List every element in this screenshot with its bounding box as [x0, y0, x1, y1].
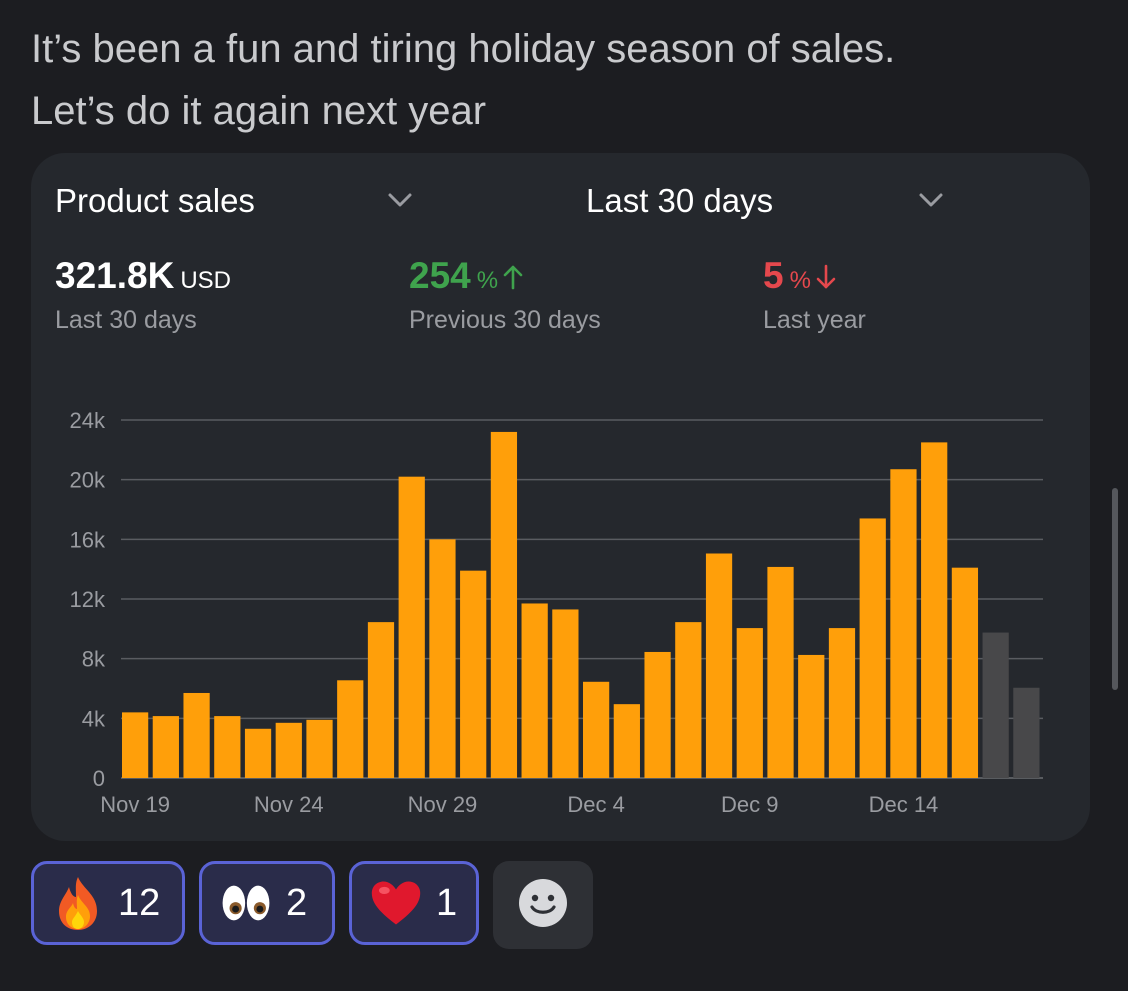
bar[interactable] [798, 654, 825, 778]
bar[interactable] [552, 609, 579, 778]
bar[interactable] [859, 518, 886, 778]
bar[interactable] [890, 469, 917, 778]
bar[interactable] [367, 622, 395, 778]
x-tick-label: Dec 14 [869, 792, 939, 817]
bar[interactable] [275, 722, 302, 778]
stat-value: 254 [409, 255, 471, 296]
message-line-1: It’s been a fun and tiring holiday seaso… [31, 27, 896, 71]
bar[interactable] [122, 712, 149, 778]
y-tick-label: 4k [82, 706, 106, 731]
stat-value: 5 [763, 255, 784, 296]
smiley-icon [517, 877, 569, 934]
sales-card: Product sales Last 30 days 321.8K USD Las… [31, 153, 1090, 841]
metric-dropdown-label: Product sales [55, 182, 255, 219]
bar[interactable] [828, 628, 856, 778]
stat-label: Previous 30 days [409, 306, 601, 334]
scrollbar[interactable] [1112, 488, 1118, 690]
x-tick-label: Nov 19 [100, 792, 170, 817]
reaction-count: 2 [286, 881, 308, 924]
stat-previous-period: 254% Previous 30 days [409, 253, 601, 335]
bar[interactable] [644, 651, 671, 778]
y-tick-label: 12k [70, 587, 106, 612]
reaction-heart[interactable]: 1 [349, 861, 479, 945]
bar[interactable] [306, 719, 333, 778]
stat-value: 321.8K [55, 255, 175, 296]
arrow-down-icon [815, 255, 837, 301]
bar[interactable] [613, 704, 640, 778]
y-tick-label: 0 [93, 766, 105, 791]
reaction-count: 12 [118, 881, 161, 924]
bar[interactable] [214, 716, 241, 778]
metric-dropdown[interactable]: Product sales [55, 181, 415, 221]
stat-last-year: 5% Last year [763, 253, 866, 335]
range-dropdown-label: Last 30 days [586, 182, 774, 219]
bar[interactable] [490, 431, 518, 778]
message-line-2: Let’s do it again next year [31, 89, 487, 133]
stat-unit: % [789, 267, 811, 294]
x-tick-label: Dec 4 [567, 792, 624, 817]
bar[interactable] [183, 692, 210, 778]
stat-unit: USD [180, 267, 231, 294]
heart-emoji-icon [370, 875, 422, 931]
bar[interactable] [583, 681, 610, 778]
eyes-emoji-icon [220, 875, 272, 931]
bar[interactable] [337, 680, 364, 778]
bar[interactable] [521, 603, 548, 778]
chevron-down-icon[interactable] [386, 189, 414, 211]
stat-unit: % [476, 267, 499, 294]
bar[interactable] [460, 570, 487, 778]
x-tick-label: Nov 29 [408, 792, 478, 817]
sales-bar-chart: 0 4k 8k 12k 16k 20k 24k Nov 19 Nov 24 Nov 29 Dec 4… [31, 383, 1090, 823]
bar[interactable] [152, 716, 179, 778]
bar[interactable] [398, 476, 425, 778]
fire-emoji-icon [52, 875, 104, 931]
message-text: It’s been a fun and tiring holiday seaso… [31, 18, 1091, 142]
add-reaction-button[interactable] [493, 861, 593, 949]
reaction-count: 1 [436, 881, 458, 924]
bar[interactable] [921, 442, 948, 778]
bar[interactable] [736, 628, 763, 778]
bar[interactable] [767, 566, 794, 778]
bar[interactable] [951, 567, 979, 778]
bar[interactable] [675, 622, 702, 778]
bar[interactable] [244, 728, 272, 778]
bar[interactable] [705, 553, 733, 778]
reaction-eyes[interactable]: 2 [199, 861, 335, 945]
y-tick-label: 16k [70, 527, 106, 552]
bar[interactable] [1013, 687, 1040, 778]
y-tick-label: 24k [70, 408, 106, 433]
range-dropdown[interactable]: Last 30 days [586, 181, 946, 221]
chart-svg: 0 4k 8k 12k 16k 20k 24k Nov 19 Nov 24 Nov 29 Dec 4… [70, 408, 1043, 817]
y-tick-label: 8k [82, 647, 106, 672]
arrow-up-icon [502, 255, 524, 301]
x-tick-label: Dec 9 [721, 792, 778, 817]
reactions-bar: 12 2 1 [31, 861, 593, 949]
stat-label: Last year [763, 306, 866, 334]
reaction-fire[interactable]: 12 [31, 861, 185, 945]
bar[interactable] [429, 539, 456, 778]
y-tick-label: 20k [70, 468, 106, 493]
stat-label: Last 30 days [55, 306, 197, 334]
bar[interactable] [982, 632, 1009, 778]
stat-total-sales: 321.8K USD Last 30 days [55, 253, 231, 335]
chevron-down-icon[interactable] [917, 189, 945, 211]
x-tick-label: Nov 24 [254, 792, 324, 817]
